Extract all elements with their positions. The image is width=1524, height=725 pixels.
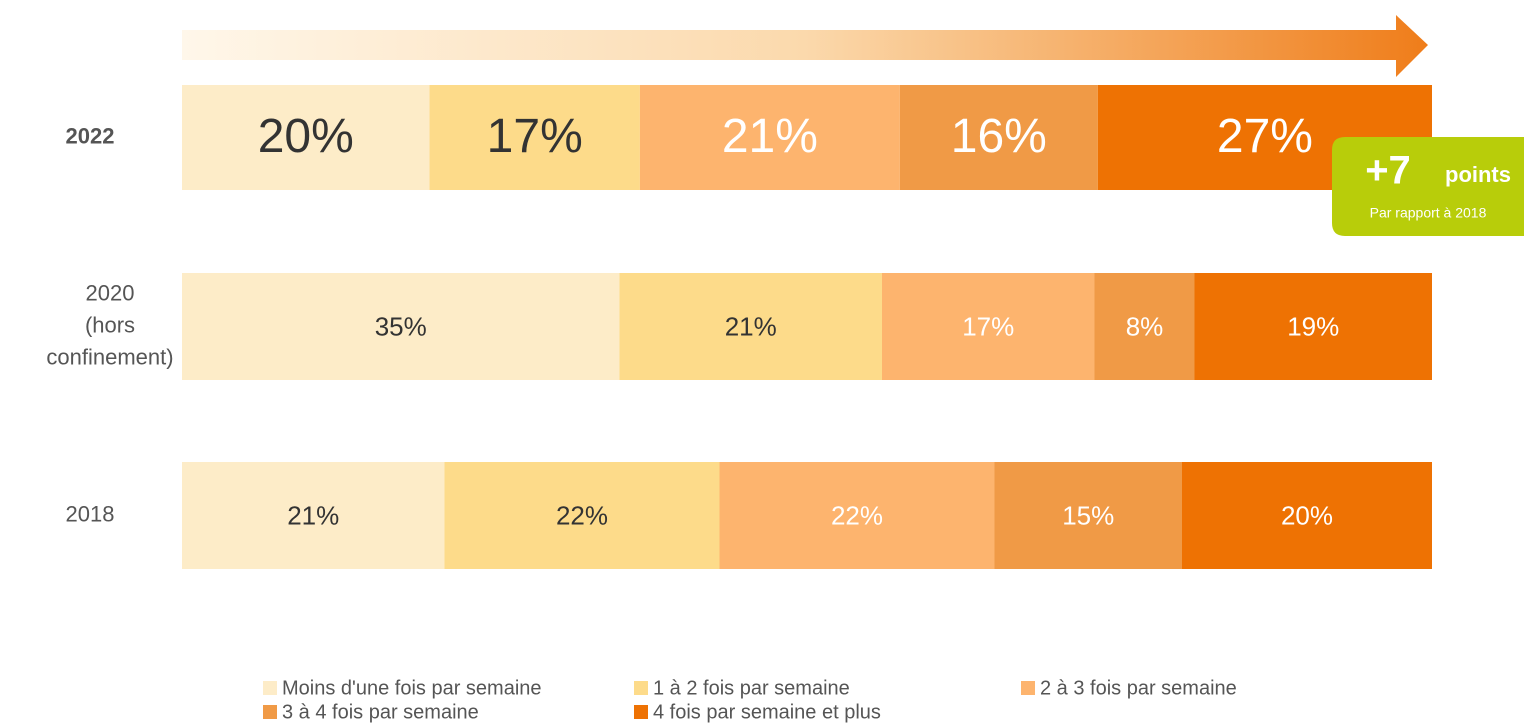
legend-label: 2 à 3 fois par semaine bbox=[1040, 677, 1237, 699]
bar-segment bbox=[994, 462, 1182, 569]
trend-arrow bbox=[182, 15, 1428, 77]
value-label: 17% bbox=[962, 311, 1014, 341]
bar-segment bbox=[182, 273, 620, 380]
value-label: 19% bbox=[1287, 311, 1339, 341]
legend-label: 4 fois par semaine et plus bbox=[653, 701, 881, 723]
value-label: 17% bbox=[487, 110, 583, 163]
category-label: 2020 (hors confinement) bbox=[46, 280, 173, 369]
bar-segment bbox=[639, 85, 900, 190]
bar-segment bbox=[619, 273, 882, 380]
bar-segment bbox=[899, 85, 1098, 190]
bar-segment bbox=[182, 462, 445, 569]
legend-label: 3 à 4 fois par semaine bbox=[282, 701, 479, 723]
legend-swatch bbox=[263, 705, 277, 719]
badge-unit: points bbox=[1445, 162, 1511, 187]
bar-segment bbox=[1094, 273, 1195, 380]
badge bbox=[1332, 137, 1524, 236]
badge-value: +7 bbox=[1365, 149, 1411, 193]
value-label: 22% bbox=[556, 500, 608, 530]
value-label: 15% bbox=[1062, 500, 1114, 530]
value-label: 21% bbox=[287, 500, 339, 530]
value-label: 8% bbox=[1126, 311, 1164, 341]
bar-segment bbox=[182, 85, 430, 190]
value-label: 20% bbox=[258, 110, 354, 163]
value-label: 35% bbox=[375, 311, 427, 341]
legend-label: 1 à 2 fois par semaine bbox=[653, 677, 850, 699]
value-label: 16% bbox=[951, 110, 1047, 163]
bar-segment bbox=[882, 273, 1095, 380]
bar-segment bbox=[429, 85, 640, 190]
legend-swatch bbox=[263, 681, 277, 695]
bar-segment bbox=[1182, 462, 1432, 569]
bar-segment bbox=[719, 462, 995, 569]
value-label: 22% bbox=[831, 500, 883, 530]
value-label: 21% bbox=[725, 311, 777, 341]
value-label: 20% bbox=[1281, 500, 1333, 530]
legend-swatch bbox=[634, 705, 648, 719]
badge-note: Par rapport à 2018 bbox=[1370, 205, 1487, 221]
value-label: 21% bbox=[722, 110, 818, 163]
bar-segment bbox=[1194, 273, 1432, 380]
value-label: 27% bbox=[1217, 110, 1313, 163]
bar-segment bbox=[444, 462, 720, 569]
legend-swatch bbox=[634, 681, 648, 695]
legend-swatch bbox=[1021, 681, 1035, 695]
category-label: 2022 bbox=[66, 123, 115, 148]
legend-label: Moins d'une fois par semaine bbox=[282, 677, 542, 699]
category-label: 2018 bbox=[66, 501, 115, 526]
